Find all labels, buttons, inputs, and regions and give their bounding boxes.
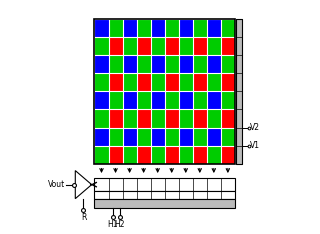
Bar <box>221 37 235 55</box>
Bar <box>94 73 108 91</box>
Bar <box>179 37 193 55</box>
Bar <box>165 128 179 146</box>
Bar <box>123 73 137 91</box>
Bar <box>193 91 207 110</box>
Text: R: R <box>81 213 86 222</box>
Bar <box>151 146 165 164</box>
Bar <box>179 91 193 110</box>
Bar <box>179 110 193 128</box>
Bar <box>108 91 123 110</box>
Bar <box>221 146 235 164</box>
Bar <box>151 91 165 110</box>
Bar <box>151 37 165 55</box>
Bar <box>123 128 137 146</box>
Bar <box>179 146 193 164</box>
Bar <box>94 128 108 146</box>
Bar <box>151 128 165 146</box>
Bar <box>94 146 108 164</box>
Bar <box>221 19 235 37</box>
Bar <box>165 91 179 110</box>
Bar <box>179 128 193 146</box>
Bar <box>123 110 137 128</box>
Bar <box>165 73 179 91</box>
Bar <box>151 73 165 91</box>
Bar <box>193 73 207 91</box>
Bar <box>137 73 151 91</box>
Bar <box>207 128 221 146</box>
Text: H1: H1 <box>108 220 118 229</box>
Bar <box>137 128 151 146</box>
Bar <box>94 199 235 208</box>
Bar <box>221 110 235 128</box>
Bar <box>137 110 151 128</box>
Bar <box>108 146 123 164</box>
Bar <box>137 37 151 55</box>
Bar <box>108 128 123 146</box>
Bar <box>165 19 179 37</box>
Bar <box>94 19 235 164</box>
Bar <box>137 19 151 37</box>
Bar <box>207 146 221 164</box>
Bar <box>94 110 108 128</box>
Bar <box>179 55 193 73</box>
Bar <box>94 178 235 191</box>
Bar <box>151 19 165 37</box>
Bar <box>221 128 235 146</box>
Bar <box>108 110 123 128</box>
Bar <box>165 37 179 55</box>
Bar <box>179 73 193 91</box>
Bar <box>137 91 151 110</box>
Bar <box>123 37 137 55</box>
Bar <box>137 55 151 73</box>
Bar <box>94 191 235 199</box>
Bar <box>179 19 193 37</box>
Bar <box>151 55 165 73</box>
Bar <box>207 55 221 73</box>
Bar <box>94 19 108 37</box>
Bar <box>108 37 123 55</box>
Bar <box>137 146 151 164</box>
Bar <box>108 19 123 37</box>
Bar <box>165 146 179 164</box>
Text: Vout: Vout <box>48 180 65 189</box>
Bar <box>94 37 108 55</box>
Bar <box>94 91 108 110</box>
Bar <box>221 55 235 73</box>
Polygon shape <box>75 171 92 199</box>
Bar <box>165 55 179 73</box>
Bar <box>207 19 221 37</box>
Bar <box>108 55 123 73</box>
Bar <box>108 73 123 91</box>
Bar <box>123 91 137 110</box>
Bar <box>193 55 207 73</box>
Bar <box>193 19 207 37</box>
Bar <box>221 73 235 91</box>
Text: V2: V2 <box>250 123 260 132</box>
Bar <box>123 19 137 37</box>
Bar <box>94 55 108 73</box>
Bar <box>207 73 221 91</box>
Bar <box>193 146 207 164</box>
Text: V1: V1 <box>250 141 260 150</box>
Text: H2: H2 <box>115 220 125 229</box>
Bar <box>193 110 207 128</box>
Bar <box>123 55 137 73</box>
Bar <box>165 110 179 128</box>
Bar <box>221 91 235 110</box>
Bar <box>151 110 165 128</box>
Bar <box>123 146 137 164</box>
Bar <box>193 37 207 55</box>
Bar <box>207 37 221 55</box>
Bar <box>207 110 221 128</box>
Bar <box>207 91 221 110</box>
Bar <box>193 128 207 146</box>
Bar <box>236 19 242 164</box>
